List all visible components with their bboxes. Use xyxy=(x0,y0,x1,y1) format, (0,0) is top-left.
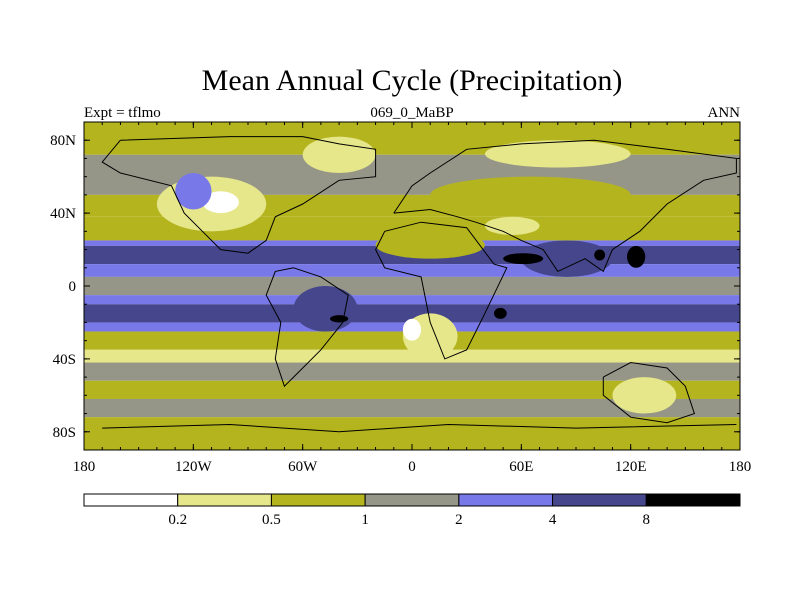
colorbar-label: 2 xyxy=(455,512,463,528)
region-asia-max-1 xyxy=(503,253,544,265)
colorbar-swatch xyxy=(177,493,272,507)
coastline-eurasia xyxy=(393,139,737,273)
coastline-africa xyxy=(375,221,508,360)
y-tick-label: 40S xyxy=(53,352,76,368)
region-s-america-wet xyxy=(293,286,358,332)
region-s-america-max xyxy=(330,315,349,323)
colorbar-swatch xyxy=(645,493,741,507)
colorbar-swatch xyxy=(270,493,366,507)
subtitle-center: 069_0_MaBP xyxy=(370,105,453,121)
region-mideast-dry xyxy=(484,216,540,235)
x-tick-label: 0 xyxy=(408,459,416,475)
x-tick-label: 60E xyxy=(509,459,533,475)
region-greenland-dry xyxy=(302,136,376,174)
region-rockies-wet xyxy=(175,173,212,210)
x-tick-label: 120W xyxy=(175,459,213,475)
region-asia-max-3 xyxy=(594,249,606,261)
x-tick-label: 60W xyxy=(288,459,318,475)
zonal-band xyxy=(84,349,740,363)
colorbar-label: 0.5 xyxy=(262,512,281,528)
colorbar-label: 4 xyxy=(549,512,557,528)
region-australia-dry xyxy=(612,377,677,414)
y-tick-label: 80N xyxy=(50,133,76,149)
subtitle-right: ANN xyxy=(708,105,741,121)
chart-title: Mean Annual Cycle (Precipitation) xyxy=(202,64,623,97)
zonal-band xyxy=(84,295,740,305)
colorbar-swatch xyxy=(83,493,179,507)
colorbar-labels: 0.2 0.5 1 2 4 8 xyxy=(168,512,650,528)
region-eurasia-dry xyxy=(430,176,631,214)
subtitle-left: Expt = tflmo xyxy=(84,105,161,121)
colorbar-label: 0.2 xyxy=(168,512,187,528)
colorbar-label: 1 xyxy=(361,512,369,528)
region-siberia-dry xyxy=(484,140,631,168)
y-tick-label: 40N xyxy=(50,206,76,222)
colorbar-swatch xyxy=(364,493,460,507)
zonal-band xyxy=(84,398,740,418)
region-sahara-dry xyxy=(375,231,485,259)
zonal-band xyxy=(84,380,740,399)
region-indian-ocean-max xyxy=(494,307,507,319)
coastline-antarctica-edge xyxy=(102,423,737,433)
coastline-north-america xyxy=(101,136,377,254)
coastline-south-america xyxy=(265,267,349,388)
region-africa-core xyxy=(402,318,422,341)
y-tick-label: 0 xyxy=(69,279,77,295)
x-tick-label: 180 xyxy=(729,459,752,475)
x-axis-labels: 180 120W 60W 0 60E 120E 180 xyxy=(73,459,752,475)
y-tick-label: 80S xyxy=(53,425,76,441)
region-asia-max-2 xyxy=(627,245,646,268)
colorbar-swatch xyxy=(458,493,554,507)
zonal-band xyxy=(84,276,740,296)
colorbar-swatch xyxy=(552,493,647,507)
region-india-wet xyxy=(521,240,613,277)
coastline-australia xyxy=(602,361,696,424)
x-tick-label: 120E xyxy=(615,459,647,475)
coastlines xyxy=(101,136,737,433)
zonal-band xyxy=(84,362,740,381)
y-axis-labels: 80N 40N 0 40S 80S xyxy=(50,133,76,441)
region-north-america-core xyxy=(202,191,239,214)
x-tick-label: 180 xyxy=(73,459,96,475)
precipitation-field xyxy=(84,122,740,450)
colorbar-label: 8 xyxy=(643,512,651,528)
zonal-band xyxy=(84,304,740,323)
axis-ticks xyxy=(83,122,741,450)
colorbar xyxy=(83,493,741,507)
